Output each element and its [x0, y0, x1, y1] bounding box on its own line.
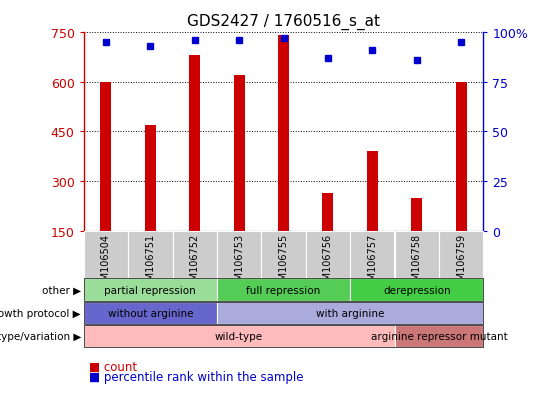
Bar: [145, 126, 156, 231]
Text: GSM106751: GSM106751: [145, 234, 156, 293]
Bar: [172, 231, 217, 279]
Text: GSM106758: GSM106758: [411, 234, 422, 293]
Text: partial repression: partial repression: [104, 285, 196, 295]
Text: GSM106755: GSM106755: [279, 234, 288, 293]
Bar: [278, 36, 289, 231]
Bar: [322, 193, 334, 231]
Bar: [395, 231, 439, 279]
Bar: [84, 231, 128, 279]
Text: GSM106757: GSM106757: [367, 234, 377, 293]
Title: GDS2427 / 1760516_s_at: GDS2427 / 1760516_s_at: [187, 14, 380, 30]
Text: without arginine: without arginine: [107, 308, 193, 318]
Bar: [234, 76, 245, 231]
Bar: [189, 56, 200, 231]
Bar: [217, 231, 261, 279]
Bar: [350, 231, 395, 279]
Bar: [100, 83, 111, 231]
Text: derepression: derepression: [383, 285, 450, 295]
Text: full repression: full repression: [246, 285, 321, 295]
Text: other ▶: other ▶: [42, 285, 81, 295]
Bar: [456, 83, 467, 231]
Text: with arginine: with arginine: [316, 308, 384, 318]
Bar: [261, 231, 306, 279]
Bar: [306, 231, 350, 279]
Bar: [411, 198, 422, 231]
Text: GSM106504: GSM106504: [101, 234, 111, 292]
Bar: [367, 152, 378, 231]
Text: genotype/variation ▶: genotype/variation ▶: [0, 331, 81, 341]
Text: GSM106756: GSM106756: [323, 234, 333, 293]
Text: GSM106759: GSM106759: [456, 234, 466, 293]
Text: growth protocol ▶: growth protocol ▶: [0, 308, 81, 318]
Text: ■ percentile rank within the sample: ■ percentile rank within the sample: [89, 370, 303, 384]
Text: arginine repressor mutant: arginine repressor mutant: [370, 331, 507, 341]
Text: GSM106752: GSM106752: [190, 234, 200, 293]
Bar: [128, 231, 172, 279]
Text: wild-type: wild-type: [215, 331, 263, 341]
Bar: [439, 231, 483, 279]
Text: ■ count: ■ count: [89, 360, 137, 373]
Text: GSM106753: GSM106753: [234, 234, 244, 293]
